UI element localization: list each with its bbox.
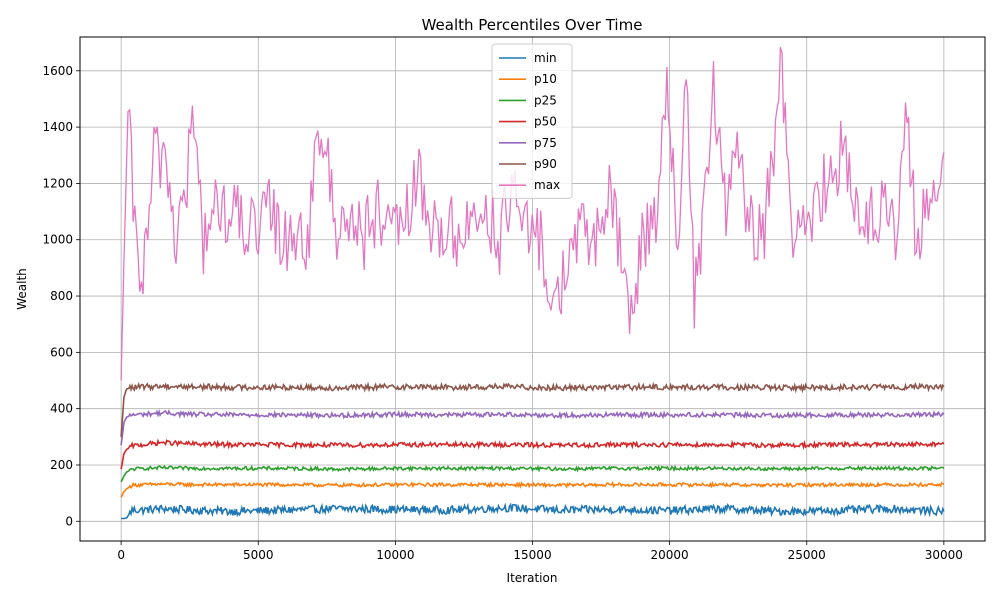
x-tick-label: 10000 xyxy=(376,548,414,562)
y-tick-label: 1400 xyxy=(42,120,73,134)
y-tick-label: 1200 xyxy=(42,176,73,190)
x-tick-label: 20000 xyxy=(651,548,689,562)
x-tick-label: 15000 xyxy=(513,548,551,562)
y-axis: 0 200 400 600 800 1000 1200 1400 1600 xyxy=(42,64,80,528)
x-tick-label: 30000 xyxy=(925,548,963,562)
chart-title: Wealth Percentiles Over Time xyxy=(422,16,643,34)
legend-label-p75: p75 xyxy=(534,136,557,150)
x-tick-label: 0 xyxy=(117,548,125,562)
series-line-p25 xyxy=(120,464,945,483)
legend-label-p50: p50 xyxy=(534,115,557,129)
series-layer xyxy=(120,47,945,520)
legend-label-p25: p25 xyxy=(534,93,557,107)
y-tick-label: 800 xyxy=(50,289,73,303)
y-tick-label: 600 xyxy=(50,345,73,359)
x-tick-label: 25000 xyxy=(788,548,826,562)
legend-box xyxy=(491,43,573,199)
legend-label-min: min xyxy=(534,51,557,65)
y-tick-label: 200 xyxy=(50,458,73,472)
series-line-p10 xyxy=(120,480,945,498)
legend-label-max: max xyxy=(534,178,560,192)
legend-label-p10: p10 xyxy=(534,72,557,86)
series-line-p75 xyxy=(120,409,945,446)
series-line-min xyxy=(121,502,945,520)
x-tick-label: 5000 xyxy=(243,548,274,562)
y-tick-label: 1600 xyxy=(42,64,73,78)
y-axis-label: Wealth xyxy=(15,268,29,310)
legend: min p10 p25 p50 p75 p90 max xyxy=(491,43,573,199)
y-tick-label: 1000 xyxy=(42,233,73,247)
y-tick-label: 400 xyxy=(50,402,73,416)
series-line-p90 xyxy=(120,381,945,437)
series-line-max xyxy=(120,47,945,381)
legend-label-p90: p90 xyxy=(534,157,557,171)
y-tick-label: 0 xyxy=(65,514,73,528)
series-line-p50 xyxy=(120,438,945,470)
x-axis-label: Iteration xyxy=(507,571,558,585)
x-axis: 0 5000 10000 15000 20000 25000 30000 xyxy=(117,541,963,562)
